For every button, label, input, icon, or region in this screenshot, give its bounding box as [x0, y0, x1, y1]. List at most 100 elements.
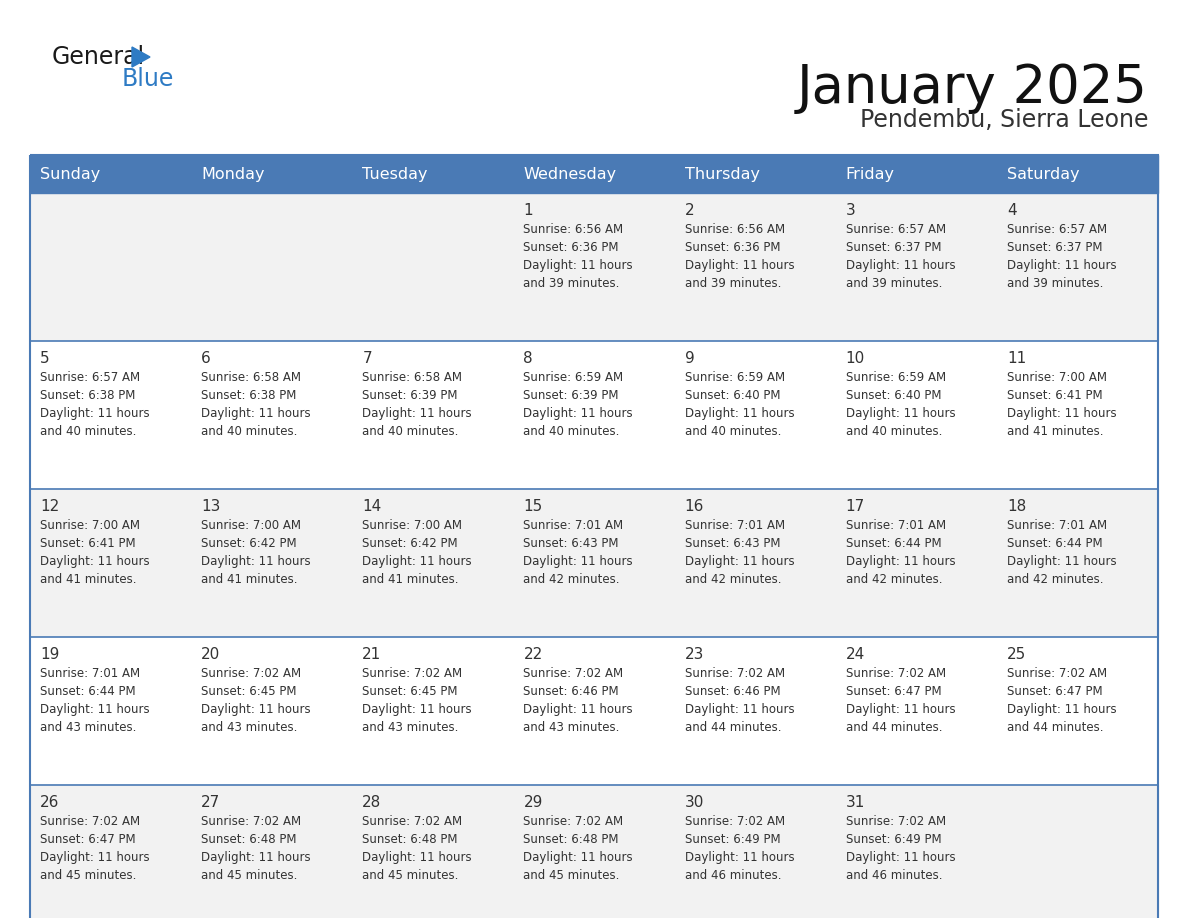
Text: Sunrise: 6:58 AM: Sunrise: 6:58 AM — [362, 371, 462, 384]
Text: and 45 minutes.: and 45 minutes. — [40, 869, 137, 882]
Text: Daylight: 11 hours: Daylight: 11 hours — [40, 703, 150, 716]
Text: Sunrise: 7:02 AM: Sunrise: 7:02 AM — [362, 815, 462, 828]
Text: Sunrise: 6:56 AM: Sunrise: 6:56 AM — [524, 223, 624, 236]
Text: 20: 20 — [201, 647, 221, 662]
Text: 10: 10 — [846, 351, 865, 366]
Text: Daylight: 11 hours: Daylight: 11 hours — [40, 555, 150, 568]
Text: 30: 30 — [684, 795, 704, 810]
Text: Sunset: 6:45 PM: Sunset: 6:45 PM — [362, 685, 457, 698]
Text: Sunset: 6:41 PM: Sunset: 6:41 PM — [40, 537, 135, 550]
Text: 14: 14 — [362, 499, 381, 514]
Text: Sunrise: 6:59 AM: Sunrise: 6:59 AM — [846, 371, 946, 384]
Text: and 46 minutes.: and 46 minutes. — [684, 869, 781, 882]
Text: and 39 minutes.: and 39 minutes. — [684, 277, 781, 290]
Text: Sunset: 6:44 PM: Sunset: 6:44 PM — [40, 685, 135, 698]
Text: Monday: Monday — [201, 166, 265, 182]
Text: 21: 21 — [362, 647, 381, 662]
Text: Sunrise: 6:56 AM: Sunrise: 6:56 AM — [684, 223, 785, 236]
Text: and 39 minutes.: and 39 minutes. — [524, 277, 620, 290]
Text: Sunrise: 7:01 AM: Sunrise: 7:01 AM — [846, 519, 946, 532]
Text: Daylight: 11 hours: Daylight: 11 hours — [201, 407, 311, 420]
Text: 9: 9 — [684, 351, 694, 366]
Text: and 40 minutes.: and 40 minutes. — [362, 425, 459, 438]
Text: and 39 minutes.: and 39 minutes. — [1007, 277, 1104, 290]
Text: and 44 minutes.: and 44 minutes. — [684, 721, 781, 734]
Text: Daylight: 11 hours: Daylight: 11 hours — [201, 703, 311, 716]
Text: 24: 24 — [846, 647, 865, 662]
Text: Sunset: 6:45 PM: Sunset: 6:45 PM — [201, 685, 297, 698]
Text: and 41 minutes.: and 41 minutes. — [362, 573, 459, 586]
Text: Daylight: 11 hours: Daylight: 11 hours — [362, 555, 472, 568]
Text: Sunset: 6:44 PM: Sunset: 6:44 PM — [1007, 537, 1102, 550]
Text: Sunset: 6:40 PM: Sunset: 6:40 PM — [846, 389, 941, 402]
Text: Sunrise: 7:00 AM: Sunrise: 7:00 AM — [362, 519, 462, 532]
Text: Sunset: 6:39 PM: Sunset: 6:39 PM — [524, 389, 619, 402]
Text: Sunset: 6:43 PM: Sunset: 6:43 PM — [524, 537, 619, 550]
Text: 29: 29 — [524, 795, 543, 810]
Text: Sunset: 6:40 PM: Sunset: 6:40 PM — [684, 389, 781, 402]
Text: and 39 minutes.: and 39 minutes. — [846, 277, 942, 290]
Text: Sunset: 6:46 PM: Sunset: 6:46 PM — [684, 685, 781, 698]
Polygon shape — [132, 47, 150, 67]
Text: and 41 minutes.: and 41 minutes. — [1007, 425, 1104, 438]
Text: and 43 minutes.: and 43 minutes. — [362, 721, 459, 734]
Text: 6: 6 — [201, 351, 211, 366]
Text: Sunset: 6:48 PM: Sunset: 6:48 PM — [524, 833, 619, 846]
Text: Sunrise: 7:02 AM: Sunrise: 7:02 AM — [362, 667, 462, 680]
Text: and 42 minutes.: and 42 minutes. — [684, 573, 781, 586]
Text: 25: 25 — [1007, 647, 1026, 662]
Text: Sunset: 6:38 PM: Sunset: 6:38 PM — [201, 389, 297, 402]
Text: Daylight: 11 hours: Daylight: 11 hours — [40, 851, 150, 864]
Bar — [30, 155, 1158, 918]
Text: Sunrise: 7:00 AM: Sunrise: 7:00 AM — [201, 519, 301, 532]
Text: Sunrise: 7:02 AM: Sunrise: 7:02 AM — [201, 667, 302, 680]
Bar — [30, 489, 1158, 637]
Text: Daylight: 11 hours: Daylight: 11 hours — [846, 851, 955, 864]
Text: 19: 19 — [40, 647, 59, 662]
Text: Tuesday: Tuesday — [362, 166, 428, 182]
Text: Daylight: 11 hours: Daylight: 11 hours — [40, 407, 150, 420]
Bar — [30, 341, 1158, 489]
Text: and 44 minutes.: and 44 minutes. — [846, 721, 942, 734]
Text: Sunset: 6:48 PM: Sunset: 6:48 PM — [201, 833, 297, 846]
Text: January 2025: January 2025 — [797, 62, 1148, 114]
Text: Sunrise: 7:02 AM: Sunrise: 7:02 AM — [1007, 667, 1107, 680]
Text: Daylight: 11 hours: Daylight: 11 hours — [201, 555, 311, 568]
Text: Daylight: 11 hours: Daylight: 11 hours — [846, 555, 955, 568]
Text: Sunset: 6:36 PM: Sunset: 6:36 PM — [524, 241, 619, 254]
Text: and 42 minutes.: and 42 minutes. — [1007, 573, 1104, 586]
Text: 18: 18 — [1007, 499, 1026, 514]
Text: Sunset: 6:47 PM: Sunset: 6:47 PM — [40, 833, 135, 846]
Text: Sunrise: 7:02 AM: Sunrise: 7:02 AM — [684, 667, 785, 680]
Text: and 45 minutes.: and 45 minutes. — [362, 869, 459, 882]
Text: Sunrise: 7:00 AM: Sunrise: 7:00 AM — [1007, 371, 1107, 384]
Text: Sunset: 6:44 PM: Sunset: 6:44 PM — [846, 537, 941, 550]
Text: and 46 minutes.: and 46 minutes. — [846, 869, 942, 882]
Text: and 40 minutes.: and 40 minutes. — [201, 425, 297, 438]
Text: and 42 minutes.: and 42 minutes. — [524, 573, 620, 586]
Text: Daylight: 11 hours: Daylight: 11 hours — [362, 703, 472, 716]
Text: Sunset: 6:41 PM: Sunset: 6:41 PM — [1007, 389, 1102, 402]
Text: 4: 4 — [1007, 203, 1017, 218]
Text: Sunrise: 6:57 AM: Sunrise: 6:57 AM — [40, 371, 140, 384]
Text: and 40 minutes.: and 40 minutes. — [684, 425, 781, 438]
Text: Daylight: 11 hours: Daylight: 11 hours — [201, 851, 311, 864]
Text: Sunrise: 7:01 AM: Sunrise: 7:01 AM — [1007, 519, 1107, 532]
Text: Daylight: 11 hours: Daylight: 11 hours — [846, 259, 955, 272]
Text: Sunrise: 7:02 AM: Sunrise: 7:02 AM — [524, 667, 624, 680]
Text: 3: 3 — [846, 203, 855, 218]
Text: Sunset: 6:49 PM: Sunset: 6:49 PM — [846, 833, 941, 846]
Text: Daylight: 11 hours: Daylight: 11 hours — [1007, 703, 1117, 716]
Text: Sunset: 6:42 PM: Sunset: 6:42 PM — [201, 537, 297, 550]
Text: Sunrise: 7:02 AM: Sunrise: 7:02 AM — [201, 815, 302, 828]
Text: 5: 5 — [40, 351, 50, 366]
Text: Sunday: Sunday — [40, 166, 100, 182]
Text: Sunset: 6:36 PM: Sunset: 6:36 PM — [684, 241, 781, 254]
Text: Daylight: 11 hours: Daylight: 11 hours — [524, 851, 633, 864]
Bar — [30, 155, 1158, 193]
Text: and 45 minutes.: and 45 minutes. — [524, 869, 620, 882]
Text: Saturday: Saturday — [1007, 166, 1080, 182]
Text: Sunrise: 7:02 AM: Sunrise: 7:02 AM — [846, 667, 946, 680]
Text: 22: 22 — [524, 647, 543, 662]
Text: Blue: Blue — [122, 67, 175, 91]
